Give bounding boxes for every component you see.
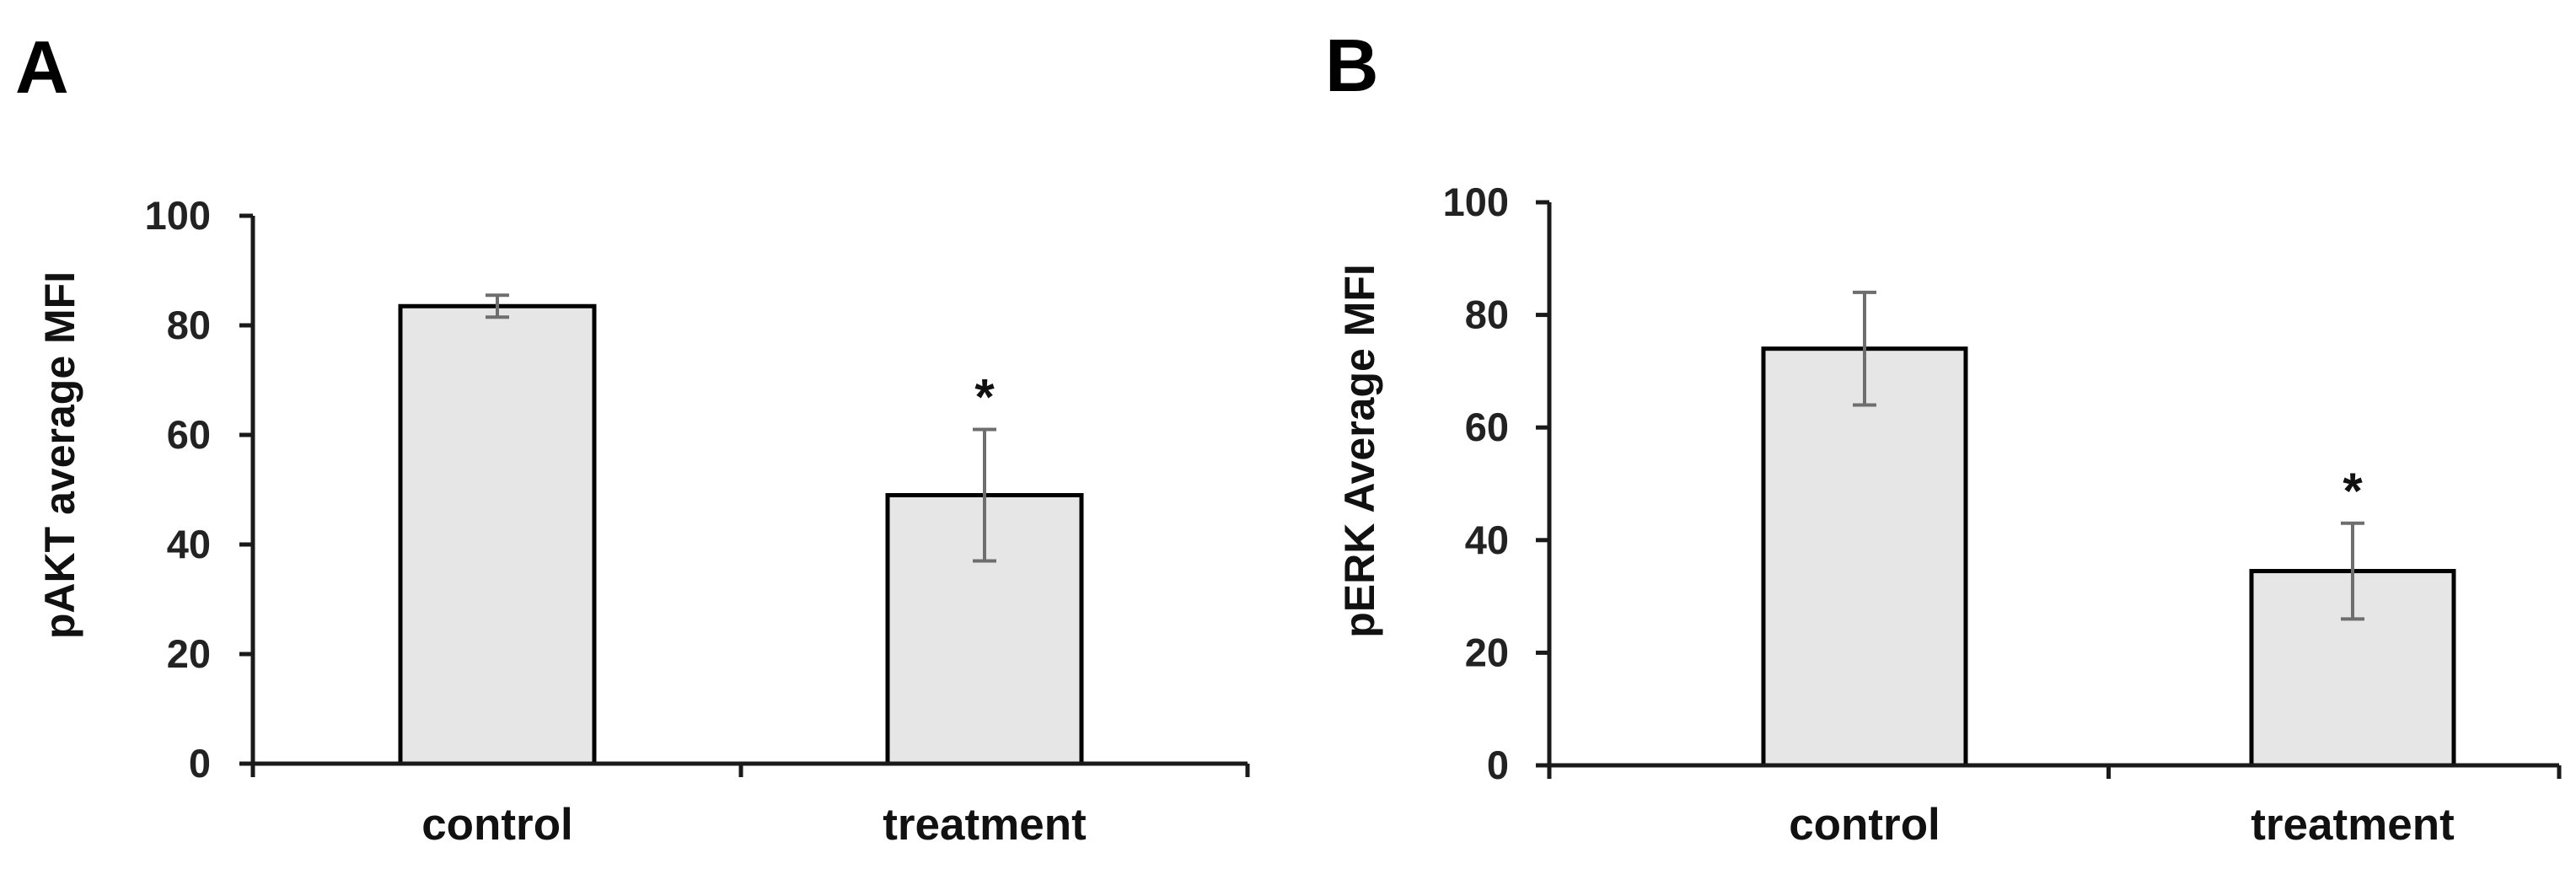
bar-treatment (2249, 569, 2456, 768)
y-tick-label: 80 (1465, 292, 1509, 337)
bar-control (398, 303, 597, 766)
y-axis-label-b: pERK Average MFI (1336, 264, 1383, 638)
error-bar-treatment (973, 427, 996, 563)
y-tick-label: 0 (189, 741, 211, 786)
panel-label-a: A (15, 25, 69, 109)
y-tick-label: 20 (167, 631, 211, 676)
x-tick-label-control: control (421, 800, 573, 850)
y-axis-label-a: pAKT average MFI (36, 271, 83, 639)
x-tick-label-control: control (1789, 800, 1940, 850)
bar-control (1761, 346, 1968, 768)
x-tick-label-treatment: treatment (883, 800, 1087, 850)
y-tick-label: 60 (167, 412, 211, 457)
panel-b: B pERK Average MFI * 0 20 40 60 80 100 control t… (1325, 24, 2562, 850)
y-tick-label: 100 (1443, 180, 1509, 224)
significance-marker: * (974, 369, 995, 426)
y-tick-label: 40 (1465, 518, 1509, 562)
y-tick-label: 60 (1465, 405, 1509, 449)
y-tick-label: 20 (1465, 630, 1509, 674)
panel-a: A pAKT average MFI * 0 20 40 60 80 100 control t… (15, 25, 1250, 850)
y-tick-label: 100 (145, 193, 211, 238)
y-tick-label: 80 (167, 303, 211, 347)
x-tick-label-treatment: treatment (2251, 800, 2455, 850)
panel-label-b: B (1325, 24, 1379, 107)
error-bar-control (486, 293, 509, 319)
error-bar-control (1853, 290, 1876, 407)
error-bar-treatment (2341, 521, 2364, 621)
y-tick-label: 0 (1487, 743, 1509, 787)
y-tick-label: 40 (167, 522, 211, 566)
significance-marker: * (2343, 463, 2363, 519)
